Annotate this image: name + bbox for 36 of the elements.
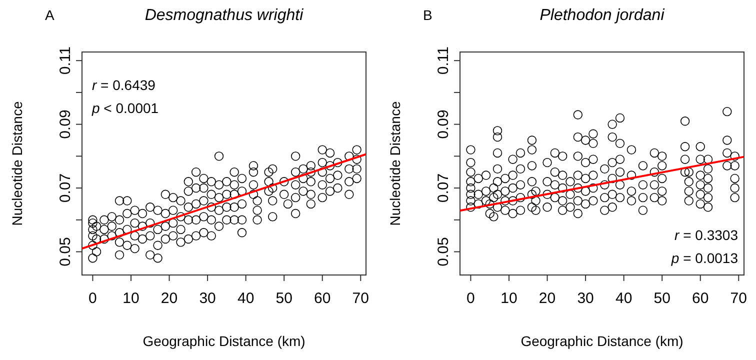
y-tick-label: 0.11 <box>435 46 452 75</box>
x-tick-label: 70 <box>730 290 747 307</box>
x-tick-label: 60 <box>314 290 331 307</box>
y-axis-title: Nucleotide Distance <box>9 101 25 226</box>
x-axis-title: Geographic Distance (km) <box>142 333 306 349</box>
y-tick-label: 0.09 <box>57 110 74 139</box>
y-tick-label: 0.07 <box>435 173 452 203</box>
x-tick-label: 60 <box>692 290 709 307</box>
y-tick-label: 0.05 <box>57 237 74 266</box>
annotation: r = 0.6439 <box>92 77 156 93</box>
y-axis-title: Nucleotide Distance <box>387 101 403 226</box>
x-axis-title: Geographic Distance (km) <box>520 333 684 349</box>
x-tick-label: 0 <box>466 290 475 307</box>
x-tick-label: 50 <box>654 290 670 307</box>
y-tick-label: 0.11 <box>57 46 74 75</box>
x-tick-label: 50 <box>276 290 292 307</box>
text: B <box>423 7 432 23</box>
annotation: p = 0.0013 <box>670 250 738 266</box>
x-tick-label: 20 <box>538 290 556 307</box>
y-tick-label: 0.09 <box>435 110 452 139</box>
x-tick-label: 30 <box>199 290 216 307</box>
x-tick-label: 40 <box>237 290 254 307</box>
x-tick-label: 10 <box>122 290 140 307</box>
text: A <box>45 7 55 23</box>
annotation: r = 0.3303 <box>674 227 738 243</box>
x-tick-label: 20 <box>160 290 178 307</box>
x-tick-label: 70 <box>352 290 369 307</box>
chart-title: Desmognathus wrighti <box>144 7 304 24</box>
y-tick-label: 0.07 <box>57 173 74 203</box>
x-tick-label: 40 <box>615 290 632 307</box>
x-tick-label: 0 <box>88 290 97 307</box>
x-tick-label: 30 <box>577 290 594 307</box>
chart-title: Plethodon jordani <box>540 7 665 24</box>
x-tick-label: 10 <box>500 290 518 307</box>
y-tick-label: 0.05 <box>435 237 452 266</box>
annotation: p < 0.0001 <box>91 100 159 116</box>
